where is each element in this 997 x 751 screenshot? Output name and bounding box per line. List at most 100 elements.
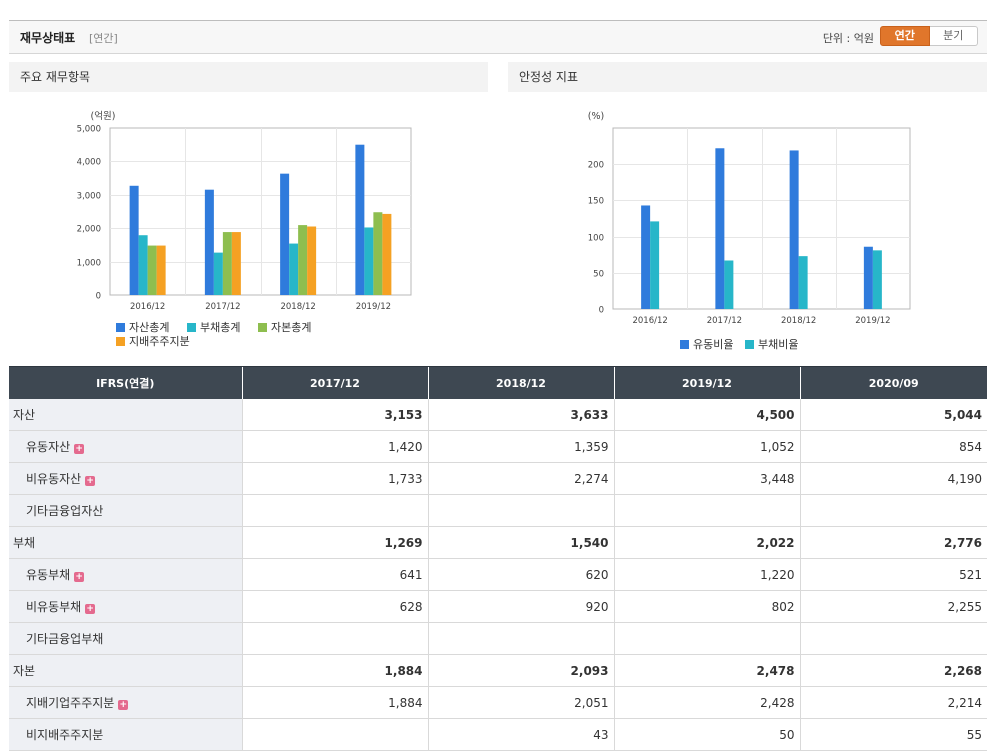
- y-tick-label: 2,000: [77, 225, 101, 235]
- cell: [427, 494, 614, 527]
- x-tick-label: 2016/12: [632, 316, 667, 326]
- stability-legend: 유동비율 부채비율: [680, 336, 812, 352]
- table-row: 기타금융업부채: [9, 622, 987, 655]
- cell: 1,220: [613, 558, 800, 591]
- quarter-button[interactable]: 분기: [929, 26, 978, 46]
- cell: 620: [427, 558, 614, 591]
- x-tick-label: 2018/12: [280, 302, 315, 312]
- y-tick-label: 150: [588, 197, 604, 207]
- cell: 628: [241, 590, 428, 623]
- x-tick-label: 2018/12: [781, 316, 816, 326]
- plot-area: [612, 127, 911, 310]
- row-label: 유동자산: [26, 440, 71, 454]
- table-row: 비유동부채 + 628 920 802 2,255: [9, 590, 987, 623]
- bar: [724, 260, 734, 309]
- row-label-cell: 지배기업주주지분 +: [9, 686, 242, 719]
- y-tick-label: 50: [593, 270, 604, 280]
- header-2018: 2018/12: [427, 366, 614, 399]
- table-header-row: IFRS(연결) 2017/12 2018/12 2019/12 2020/09: [9, 366, 987, 399]
- bar: [364, 227, 374, 295]
- section-title: 재무상태표: [20, 31, 76, 45]
- row-label: 기타금융업자산: [9, 494, 242, 527]
- legend-swatch-current-ratio: [680, 340, 689, 349]
- x-tick-label: 2017/12: [205, 302, 240, 312]
- cell: 1,052: [613, 430, 800, 463]
- bar: [789, 150, 799, 309]
- cell: [241, 718, 428, 751]
- cell: 2,022: [613, 526, 800, 559]
- expand-plus-icon[interactable]: +: [74, 572, 85, 582]
- expand-plus-icon[interactable]: +: [85, 604, 96, 614]
- y-tick-label: 200: [588, 161, 604, 171]
- major-items-panel: 주요 재무항목 0 1,000 2,000 3,000 4,000 5,000 (억원) 20…: [9, 62, 488, 362]
- unit-label: 단위 : 억원: [822, 32, 874, 45]
- cell: 920: [427, 590, 614, 623]
- row-label-cell: 유동자산 +: [9, 430, 242, 463]
- cell: 1,540: [427, 526, 614, 559]
- cell: 2,255: [799, 590, 987, 623]
- legend-label-current-ratio: 유동비율: [693, 338, 734, 351]
- cell: 2,268: [799, 654, 987, 687]
- bar: [280, 173, 290, 295]
- row-label: 지배기업주주지분: [26, 696, 115, 710]
- legend-swatch-liabilities: [186, 323, 196, 332]
- cell: 2,274: [427, 462, 614, 495]
- major-items-chart: 0 1,000 2,000 3,000 4,000 5,000 (억원) 2016/12 201…: [77, 110, 412, 312]
- row-label-cell: 비유동자산 +: [9, 462, 242, 495]
- row-label: 자본: [9, 654, 242, 687]
- annual-button[interactable]: 연간: [880, 26, 930, 46]
- cell: 1,733: [241, 462, 428, 495]
- cell: 1,884: [241, 686, 428, 719]
- cell: 1,420: [241, 430, 428, 463]
- header-2020: 2020/09: [799, 366, 987, 399]
- cell: 2,051: [427, 686, 614, 719]
- cell: 2,428: [613, 686, 800, 719]
- stability-chart: 0 50 100 150 200 (%) 2016/12 2017/12 2018/12 2019…: [588, 111, 911, 326]
- y-tick-label: 0: [599, 306, 604, 316]
- header-ifrs: IFRS(연결): [9, 366, 242, 399]
- y-axis-label: (%): [588, 111, 604, 122]
- y-tick-label: 5,000: [77, 125, 101, 135]
- table-row: 유동부채 + 641 620 1,220 521: [9, 558, 987, 591]
- bar: [872, 250, 882, 309]
- bar: [147, 245, 157, 295]
- bar: [138, 235, 148, 295]
- x-tick-label: 2016/12: [130, 302, 165, 312]
- x-tick-label: 2019/12: [855, 316, 890, 326]
- expand-plus-icon[interactable]: +: [118, 700, 129, 710]
- table-row: 기타금융업자산: [9, 494, 987, 527]
- y-axis-label: (억원): [91, 110, 116, 122]
- legend-label-liabilities: 부채총계: [199, 321, 241, 334]
- expand-plus-icon[interactable]: +: [85, 476, 96, 486]
- major-items-legend: 자산총계 부채총계 자본총계 지배주주지분: [116, 321, 416, 349]
- cell: 2,214: [799, 686, 987, 719]
- legend-label-assets: 자산총계: [129, 321, 170, 334]
- table-row: 유동자산 + 1,420 1,359 1,052 854: [9, 430, 987, 463]
- row-label: 유동부채: [26, 568, 71, 582]
- section-subtitle: [연간]: [89, 32, 118, 45]
- bar: [355, 144, 365, 295]
- bar: [156, 245, 166, 295]
- legend-label-equity: 자본총계: [270, 321, 312, 334]
- cell: 802: [613, 590, 800, 623]
- cell: 4,500: [613, 399, 800, 431]
- header-2019: 2019/12: [613, 366, 800, 399]
- bar: [213, 252, 223, 295]
- cell: 521: [799, 558, 987, 591]
- cell: 2,478: [613, 654, 800, 687]
- row-label: 기타금융업부채: [9, 622, 242, 655]
- table-row: 지배기업주주지분 + 1,884 2,051 2,428 2,214: [9, 686, 987, 719]
- table-row: 부채 1,269 1,540 2,022 2,776: [9, 526, 987, 559]
- table-row: 비지배주주지분 43 50 55: [9, 718, 987, 751]
- legend-swatch-controlling: [116, 337, 125, 346]
- legend-label-debt-ratio: 부채비율: [757, 338, 799, 351]
- cell: [241, 622, 428, 655]
- cell: 1,359: [427, 430, 614, 463]
- expand-plus-icon[interactable]: +: [74, 444, 85, 454]
- cell: 641: [241, 558, 428, 591]
- row-label: 비유동자산: [26, 472, 82, 486]
- stability-title: 안정성 지표: [508, 62, 987, 92]
- x-tick-label: 2017/12: [707, 316, 742, 326]
- cell: 2,776: [799, 526, 987, 559]
- cell: 854: [799, 430, 987, 463]
